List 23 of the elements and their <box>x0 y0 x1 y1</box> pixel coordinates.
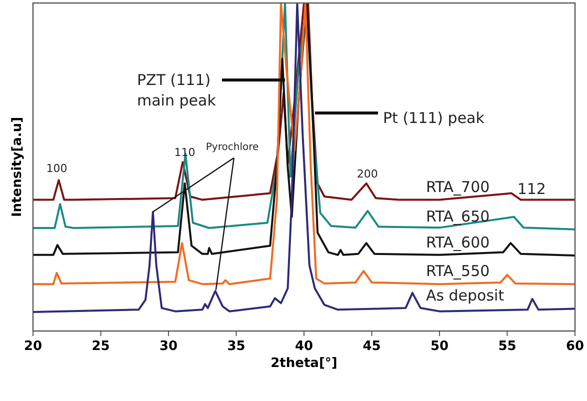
x-tick-label: 50 <box>430 339 449 354</box>
x-axis-title: 2theta[°] <box>270 356 338 371</box>
x-tick-label: 60 <box>566 339 584 354</box>
series-label: RTA_550 <box>426 262 490 280</box>
x-tick-label: 25 <box>92 339 110 354</box>
annotation: 110 <box>174 146 196 160</box>
x-tick-label: 20 <box>24 339 42 354</box>
annotation: Pt (111) peak <box>383 109 485 127</box>
annotation: 112 <box>517 180 546 198</box>
series-label: RTA_650 <box>426 207 490 226</box>
annotation: PZT (111) main peak <box>137 71 216 110</box>
series-label: As deposit <box>426 286 504 305</box>
annotation: 100 <box>46 162 68 176</box>
x-tick-label: 45 <box>362 339 381 354</box>
x-tick-label: 55 <box>498 339 516 354</box>
series-label: RTA_600 <box>426 234 490 252</box>
y-axis-title: Intensity[a.u] <box>10 116 25 218</box>
annotation: Pyrochlore <box>206 142 259 153</box>
series-label: RTA_700 <box>426 178 490 196</box>
x-tick-label: 40 <box>294 339 314 354</box>
x-tick-label: 30 <box>159 339 178 354</box>
x-tick-label: 35 <box>227 339 246 354</box>
annotation: 200 <box>356 167 378 180</box>
